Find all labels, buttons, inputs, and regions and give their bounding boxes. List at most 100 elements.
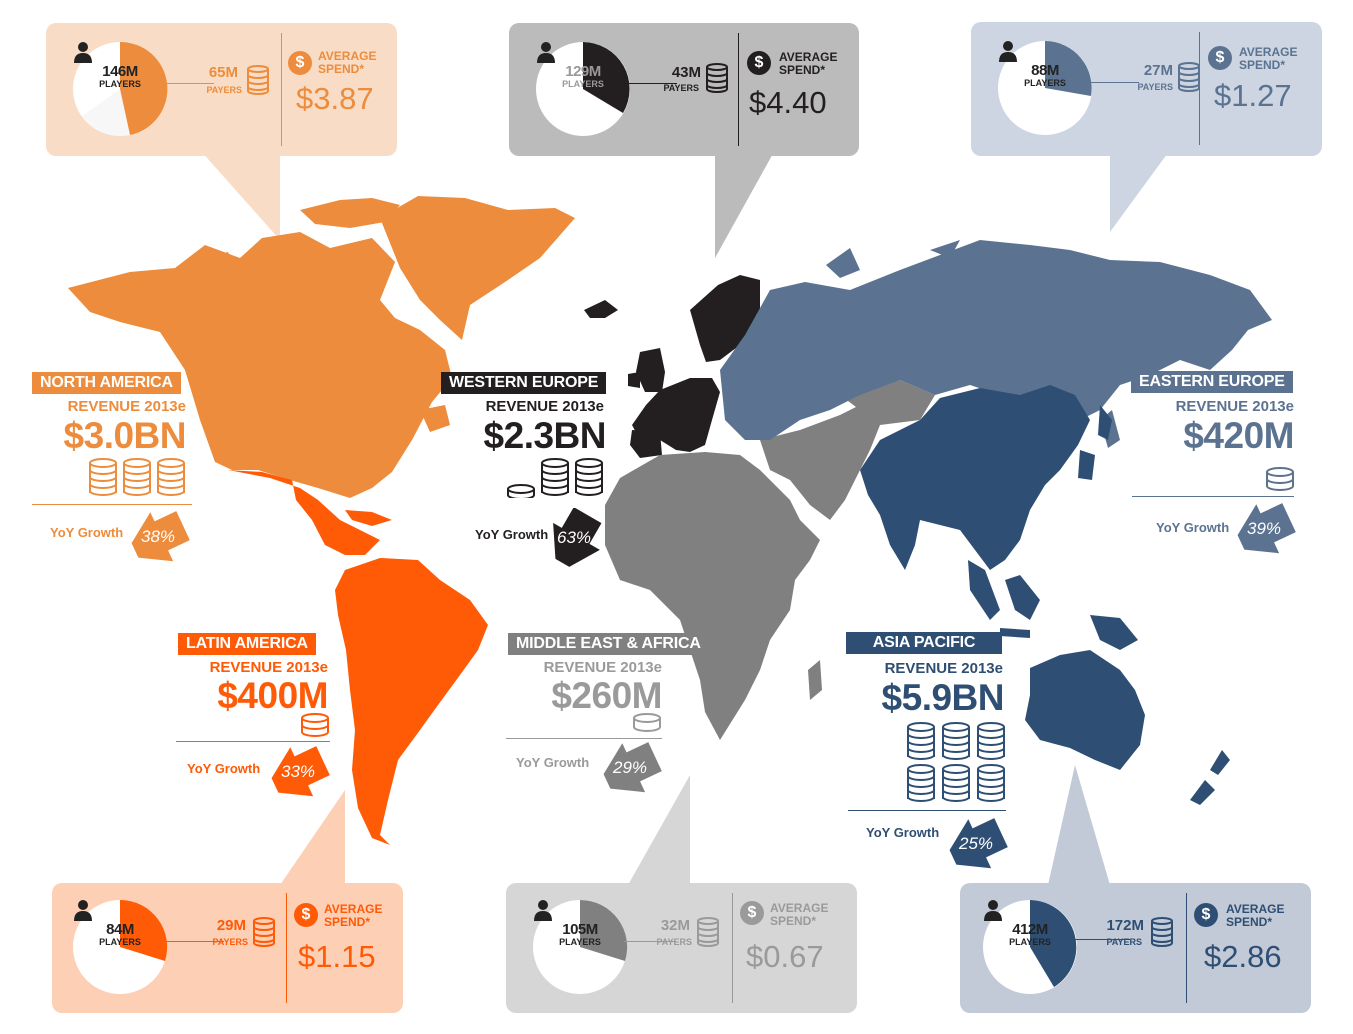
avg-label-1: AVERAGE [1239, 45, 1298, 59]
revenue-label: REVENUE 2013e [485, 398, 604, 415]
avg-label-2: SPEND* [324, 915, 371, 929]
players-pie: 105M PLAYERS [532, 899, 628, 995]
person-icon [984, 900, 1002, 921]
players-pie: 412M PLAYERS [982, 899, 1078, 995]
asia-pacific-landmass [860, 385, 1230, 805]
revenue-label: REVENUE 2013e [543, 659, 662, 676]
region-title: EASTERN EUROPE [1131, 371, 1293, 393]
callout-pointer-north-america [200, 150, 280, 240]
region-title: WESTERN EUROPE [441, 372, 607, 394]
players-label: PLAYERS [1009, 937, 1051, 947]
revenue-value: $420M [1183, 415, 1294, 456]
yoy-growth-value: 38% [140, 527, 176, 546]
players-value: 105M [562, 921, 598, 938]
callout-pointer-western-europe [715, 150, 775, 258]
person-icon [74, 42, 92, 63]
dollar-icon: $ [288, 51, 312, 75]
growth-arrow-icon: 39% [1234, 499, 1296, 561]
growth-arrow-icon: 38% [128, 507, 190, 569]
yoy-growth-label: YoY Growth [866, 825, 940, 840]
western-europe-stats-card: 129M PLAYERS 43M PAYERS $ AVERAGE SPEND* … [509, 23, 859, 156]
players-value: 88M [1031, 62, 1059, 79]
pie-chart [536, 42, 630, 136]
payers-label: PAYERS [206, 85, 242, 95]
payers-value: 65M [208, 64, 238, 81]
yoy-growth-value: 33% [280, 762, 316, 781]
pie-chart [998, 41, 1092, 135]
players-pie: 88M PLAYERS [997, 40, 1093, 136]
players-label: PLAYERS [562, 79, 604, 89]
avg-label-2: SPEND* [1239, 58, 1286, 72]
payers-label: PAYERS [212, 937, 248, 947]
dollar-icon: $ [747, 51, 771, 75]
revenue-value: $2.3BN [483, 415, 607, 456]
yoy-growth-label: YoY Growth [187, 761, 261, 776]
growth-arrow-icon: 33% [268, 742, 330, 804]
callout-pointer-middle-east-africa [628, 775, 690, 885]
pie-chart [73, 899, 168, 994]
yoy-growth-label: YoY Growth [50, 525, 124, 540]
yoy-growth-label: YoY Growth [516, 755, 590, 770]
avg-label-1: AVERAGE [318, 49, 377, 63]
players-label: PLAYERS [1024, 78, 1066, 88]
revenue-label: REVENUE 2013e [67, 398, 186, 415]
dollar-icon: $ [1194, 903, 1218, 927]
coin-stacks-icon [301, 713, 329, 737]
person-icon [74, 900, 92, 921]
coin-stack-icon [697, 917, 719, 947]
coin-stack-icon [247, 65, 269, 95]
avg-label-2: SPEND* [779, 63, 826, 77]
coin-stacks-icon [1266, 467, 1294, 491]
yoy-growth-value: 63% [556, 528, 592, 547]
payers-label: PAYERS [1106, 937, 1142, 947]
callout-pointer-latin-america [280, 790, 345, 885]
yoy-growth-label: YoY Growth [1156, 520, 1230, 535]
players-label: PLAYERS [99, 79, 141, 89]
payers-value: 172M [1106, 917, 1144, 934]
north-america-landmass [68, 196, 575, 498]
payers-value: 29M [216, 917, 246, 934]
avg-label-2: SPEND* [1226, 915, 1273, 929]
avg-label-2: SPEND* [318, 62, 365, 76]
latin-america-landmass [228, 470, 488, 845]
growth-arrow-icon: 63% [544, 508, 606, 570]
coin-stack-icon [1151, 917, 1173, 947]
eastern-europe-stats-card: 88M PLAYERS 27M PAYERS $ AVERAGE SPEND* $… [971, 22, 1322, 156]
payers-label: PAYERS [1137, 82, 1173, 92]
yoy-growth-value: 39% [1246, 519, 1282, 538]
coin-stacks-icon [633, 713, 661, 732]
revenue-value: $400M [217, 675, 328, 716]
payers-label: PAYERS [663, 83, 699, 93]
yoy-growth-label: YoY Growth [475, 527, 549, 542]
person-icon [534, 900, 552, 921]
avg-label-1: AVERAGE [1226, 902, 1285, 916]
players-value: 84M [106, 921, 134, 938]
players-pie: 129M PLAYERS [535, 41, 631, 137]
coin-stack-icon [253, 917, 275, 947]
average-spend-value: $1.27 [1214, 78, 1292, 113]
revenue-label: REVENUE 2013e [1175, 398, 1294, 415]
avg-label-1: AVERAGE [324, 902, 383, 916]
payers-value: 32M [660, 917, 690, 934]
north-america-stats-card: 146M PLAYERS 65M PAYERS $ AVERAGE SPEND* … [46, 23, 397, 156]
growth-arrow-icon: 25% [946, 814, 1008, 876]
revenue-value: $3.0BN [63, 415, 187, 456]
pie-chart [73, 41, 168, 136]
coin-stacks-icon [507, 458, 603, 498]
dollar-icon: $ [740, 901, 764, 925]
average-spend-value: $3.87 [296, 81, 374, 116]
region-title: NORTH AMERICA [32, 372, 181, 394]
dollar-icon: $ [1208, 46, 1232, 70]
person-icon [537, 42, 555, 63]
latin-america-stats-card: 84M PLAYERS 29M PAYERS $ AVERAGE SPEND* $… [52, 883, 403, 1013]
players-label: PLAYERS [99, 937, 141, 947]
eastern-europe-landmass [720, 240, 1272, 448]
players-value: 129M [565, 63, 601, 80]
callout-pointer-eastern-europe [1110, 150, 1170, 232]
players-value: 146M [102, 63, 138, 80]
region-title: LATIN AMERICA [178, 633, 316, 655]
payers-value: 43M [671, 64, 701, 81]
average-spend-value: $1.15 [298, 939, 376, 974]
callout-pointer-asia-pacific [1048, 765, 1110, 885]
person-icon [999, 41, 1017, 62]
